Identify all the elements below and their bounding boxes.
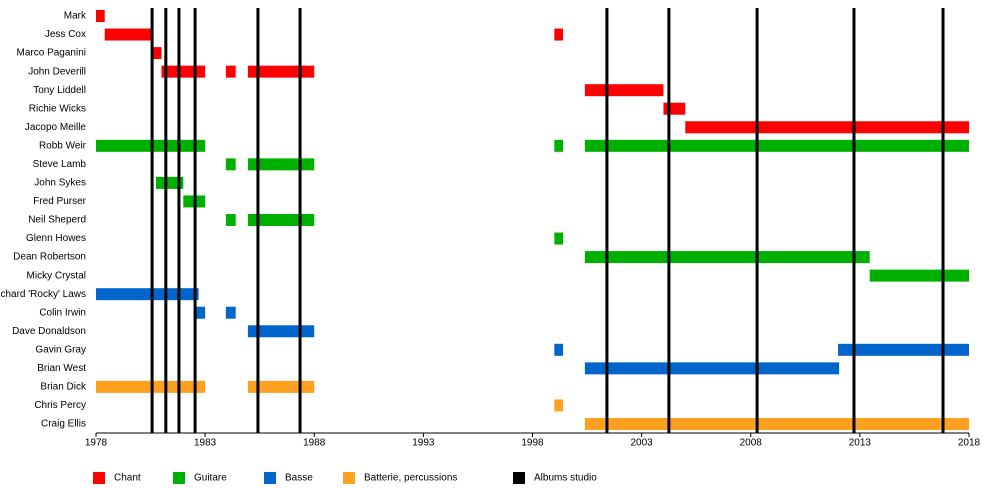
legend-swatch (93, 472, 105, 484)
member-label: Jess Cox (45, 29, 86, 40)
member-bar (96, 380, 206, 393)
member-label: Jacopo Meille (25, 122, 87, 133)
legend-swatch (264, 472, 276, 484)
member-bar (663, 102, 686, 115)
member-bar (554, 139, 564, 152)
member-bar (685, 121, 969, 134)
member-label: Brian West (37, 363, 86, 374)
x-tick-label: 2003 (631, 438, 654, 449)
member-label: Gavin Gray (35, 344, 86, 355)
member-bar (156, 176, 184, 189)
member-label: Tony Liddell (33, 85, 86, 96)
member-bar (247, 213, 315, 226)
x-tick-label: 2013 (849, 438, 872, 449)
legend-label: Batterie, percussions (364, 473, 457, 484)
member-bar (96, 139, 206, 152)
legend-label: Chant (114, 473, 141, 484)
x-tick-label: 1993 (412, 438, 435, 449)
member-bar (838, 343, 969, 356)
member-bar (247, 65, 315, 78)
member-bar (225, 158, 236, 171)
member-bar (554, 28, 564, 41)
legend-swatch (343, 472, 355, 484)
member-bar (196, 306, 206, 319)
x-tick-label: 2018 (958, 438, 981, 449)
member-bar (247, 380, 315, 393)
x-tick-label: 1978 (85, 438, 108, 449)
member-bar (161, 65, 206, 78)
member-label: Micky Crystal (27, 270, 86, 281)
member-label: Glenn Howes (26, 233, 86, 244)
member-bar (96, 288, 199, 301)
member-bar (225, 65, 236, 78)
member-bar (225, 306, 236, 319)
member-bar (104, 28, 153, 41)
legend-label: Albums studio (534, 473, 597, 484)
member-bar (869, 269, 969, 282)
member-label: Fred Purser (33, 196, 86, 207)
member-bar (247, 158, 315, 171)
member-label: Brian Dick (40, 382, 87, 393)
member-bar (554, 232, 564, 245)
member-label: Richie Wicks (29, 103, 86, 114)
member-bar (96, 10, 105, 22)
member-label: Colin Irwin (39, 307, 86, 318)
member-bar (554, 399, 564, 412)
member-label: Dave Donaldson (12, 326, 86, 337)
member-label: Dean Robertson (13, 252, 86, 263)
legend-label: Guitare (194, 473, 227, 484)
member-label: Robb Weir (39, 140, 87, 151)
member-label: Steve Lamb (33, 159, 87, 170)
member-label: Neil Sheperd (28, 215, 86, 226)
x-tick-label: 1998 (521, 438, 544, 449)
member-label: Marco Paganini (17, 48, 86, 59)
member-bar (584, 417, 969, 430)
member-label: Craig Ellis (41, 419, 86, 430)
legend-swatch (513, 472, 525, 484)
member-bar (584, 139, 969, 152)
member-bar (225, 213, 236, 226)
member-bar (152, 47, 162, 60)
member-bar (584, 362, 840, 375)
x-tick-label: 1988 (303, 438, 326, 449)
member-label: Mark (64, 11, 87, 22)
member-bar (247, 325, 315, 338)
member-label: Chris Percy (34, 400, 86, 411)
legend-label: Basse (285, 473, 313, 484)
x-tick-label: 2008 (740, 438, 763, 449)
legend-swatch (173, 472, 185, 484)
member-label: John Sykes (34, 178, 86, 189)
member-bar (584, 84, 664, 97)
member-label: Richard 'Rocky' Laws (0, 289, 86, 300)
member-bar (584, 251, 870, 264)
x-tick-label: 1983 (194, 438, 217, 449)
member-label: John Deverill (28, 66, 86, 77)
member-bar (554, 343, 564, 356)
